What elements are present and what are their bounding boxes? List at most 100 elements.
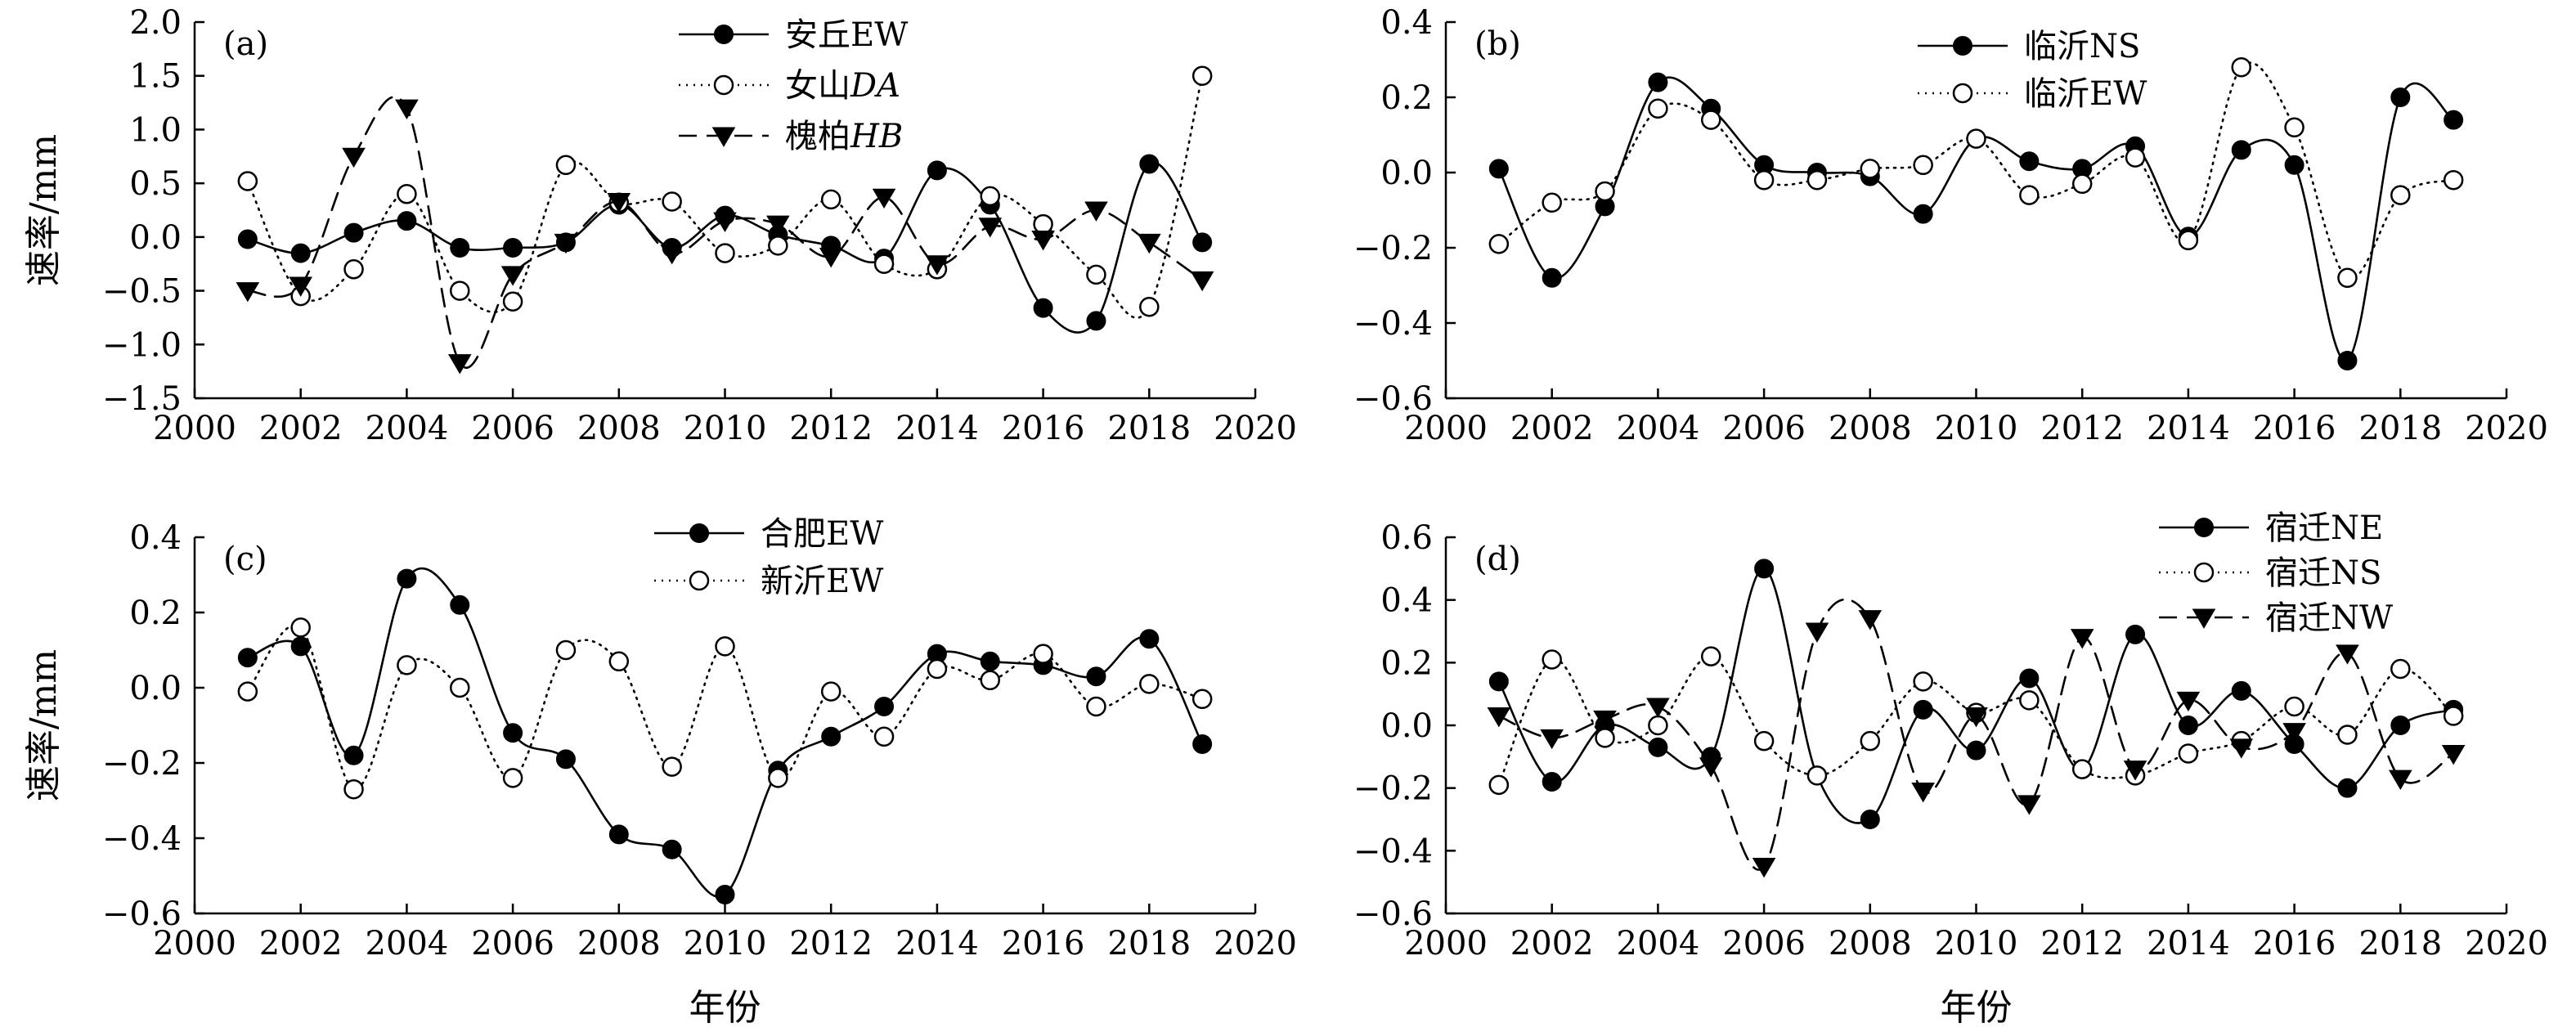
legend-label-code: EW [850, 16, 908, 54]
panel-label: (d) [1474, 541, 1521, 578]
x-tick-label: 2004 [1617, 410, 1700, 447]
y-tick-label: 0.0 [129, 670, 182, 707]
data-point [2071, 173, 2093, 195]
data-point [447, 354, 472, 375]
data-point [1192, 734, 1213, 754]
data-point [343, 259, 364, 280]
legend-label-code: DA [850, 67, 900, 105]
data-point [2176, 691, 2201, 712]
data-point [927, 160, 947, 181]
data-point [1964, 707, 1988, 728]
data-point [608, 824, 629, 845]
data-point [608, 651, 630, 672]
series-宿迁NW [1487, 598, 2466, 878]
data-point [2390, 185, 2411, 205]
data-point [1752, 858, 1776, 878]
data-point [2231, 56, 2251, 78]
legend-label-main: 宿迁 [2265, 554, 2331, 592]
y-tick-label: 0.0 [129, 219, 182, 257]
legend-label-main: 临沂 [2024, 28, 2089, 65]
panel-d: 2000 2002 2004 2006 2008 2010 2012 2014 2016 2018… [1353, 509, 2548, 1029]
data-point [2231, 680, 2251, 701]
series-line [1497, 568, 2455, 824]
data-point [1701, 646, 1721, 666]
y-tick-label: −1.0 [102, 326, 182, 364]
data-point [2070, 629, 2094, 649]
series-line [246, 624, 1204, 791]
data-point [500, 266, 525, 286]
data-point [980, 670, 1000, 691]
data-point [978, 218, 1003, 238]
data-point [819, 248, 843, 268]
data-point [503, 238, 523, 258]
data-point [1858, 610, 1883, 630]
data-point [2125, 147, 2146, 168]
data-point [1648, 737, 1668, 757]
data-point [1754, 559, 1775, 579]
series-临沂NS [1488, 72, 2464, 370]
data-point [502, 291, 523, 312]
data-point [1753, 730, 1775, 752]
data-point [342, 147, 366, 168]
y-tick-label: 0.2 [1380, 79, 1433, 117]
y-tick-label: −0.4 [1353, 305, 1433, 343]
data-point [1913, 699, 1933, 720]
data-point [397, 184, 417, 204]
legend-entry: 女山DA [679, 67, 900, 105]
legend-entry: 槐柏HB [679, 118, 903, 155]
data-point [237, 171, 258, 191]
y-tick-label: 2.0 [129, 4, 182, 42]
x-tick-label: 2004 [1617, 925, 1700, 962]
data-point [2388, 770, 2412, 790]
x-tick-label: 2010 [1935, 410, 2018, 447]
data-point [662, 191, 682, 212]
data-point [1139, 297, 1160, 317]
legend-label-main: 槐柏 [785, 118, 850, 155]
data-point [502, 768, 523, 788]
panel-label: (c) [223, 541, 267, 578]
series-line [1497, 598, 2455, 871]
data-point [2390, 716, 2411, 735]
legend-label: 宿迁NW [2265, 599, 2393, 637]
x-tick-label: 2004 [366, 925, 449, 962]
panel-b: 2000 2002 2004 2006 2008 2010 2012 2014 2016 2018… [1353, 4, 2548, 447]
data-point [2231, 140, 2251, 160]
data-point [1137, 233, 1161, 254]
legend-entry: 安丘EW [679, 16, 908, 54]
data-point [1139, 154, 1160, 174]
y-tick-label: 0.4 [1380, 4, 1433, 42]
legend-marker [713, 74, 734, 96]
legend-marker [2194, 518, 2214, 537]
series-line [246, 567, 1204, 898]
data-point [2178, 716, 2198, 735]
data-point [766, 215, 790, 236]
data-point [1084, 201, 1108, 222]
data-point [450, 677, 470, 698]
data-point [1487, 707, 1511, 728]
data-point [821, 726, 841, 747]
series-line [1497, 76, 2455, 362]
y-tick-label: 0.2 [1380, 644, 1433, 682]
x-axis-title: 年份 [1941, 987, 2013, 1029]
data-point [1542, 192, 1562, 213]
series-line [1497, 61, 2455, 280]
data-point [1966, 128, 1986, 149]
x-tick-label: 2014 [2147, 410, 2230, 447]
data-point [1913, 155, 1933, 176]
panel-a: 2000 2002 2004 2006 2008 2010 2012 2014 2016 2018… [23, 4, 1297, 447]
data-point [715, 636, 735, 657]
legend-entry: 合肥EW [654, 515, 883, 553]
panel-label: (b) [1474, 25, 1521, 63]
legend-label-code: EW [826, 563, 883, 600]
y-tick-label: −0.4 [102, 820, 182, 858]
y-tick-label: −0.6 [1353, 380, 1433, 418]
x-tick-label: 2010 [684, 925, 767, 962]
x-tick-label: 2018 [2358, 925, 2442, 962]
data-point [2390, 658, 2411, 680]
legend-label: 槐柏HB [785, 118, 903, 155]
x-tick-label: 2008 [577, 410, 661, 447]
data-point [925, 255, 949, 276]
x-tick-label: 2016 [1002, 925, 1085, 962]
data-point [1595, 181, 1615, 202]
data-point [1913, 671, 1933, 692]
